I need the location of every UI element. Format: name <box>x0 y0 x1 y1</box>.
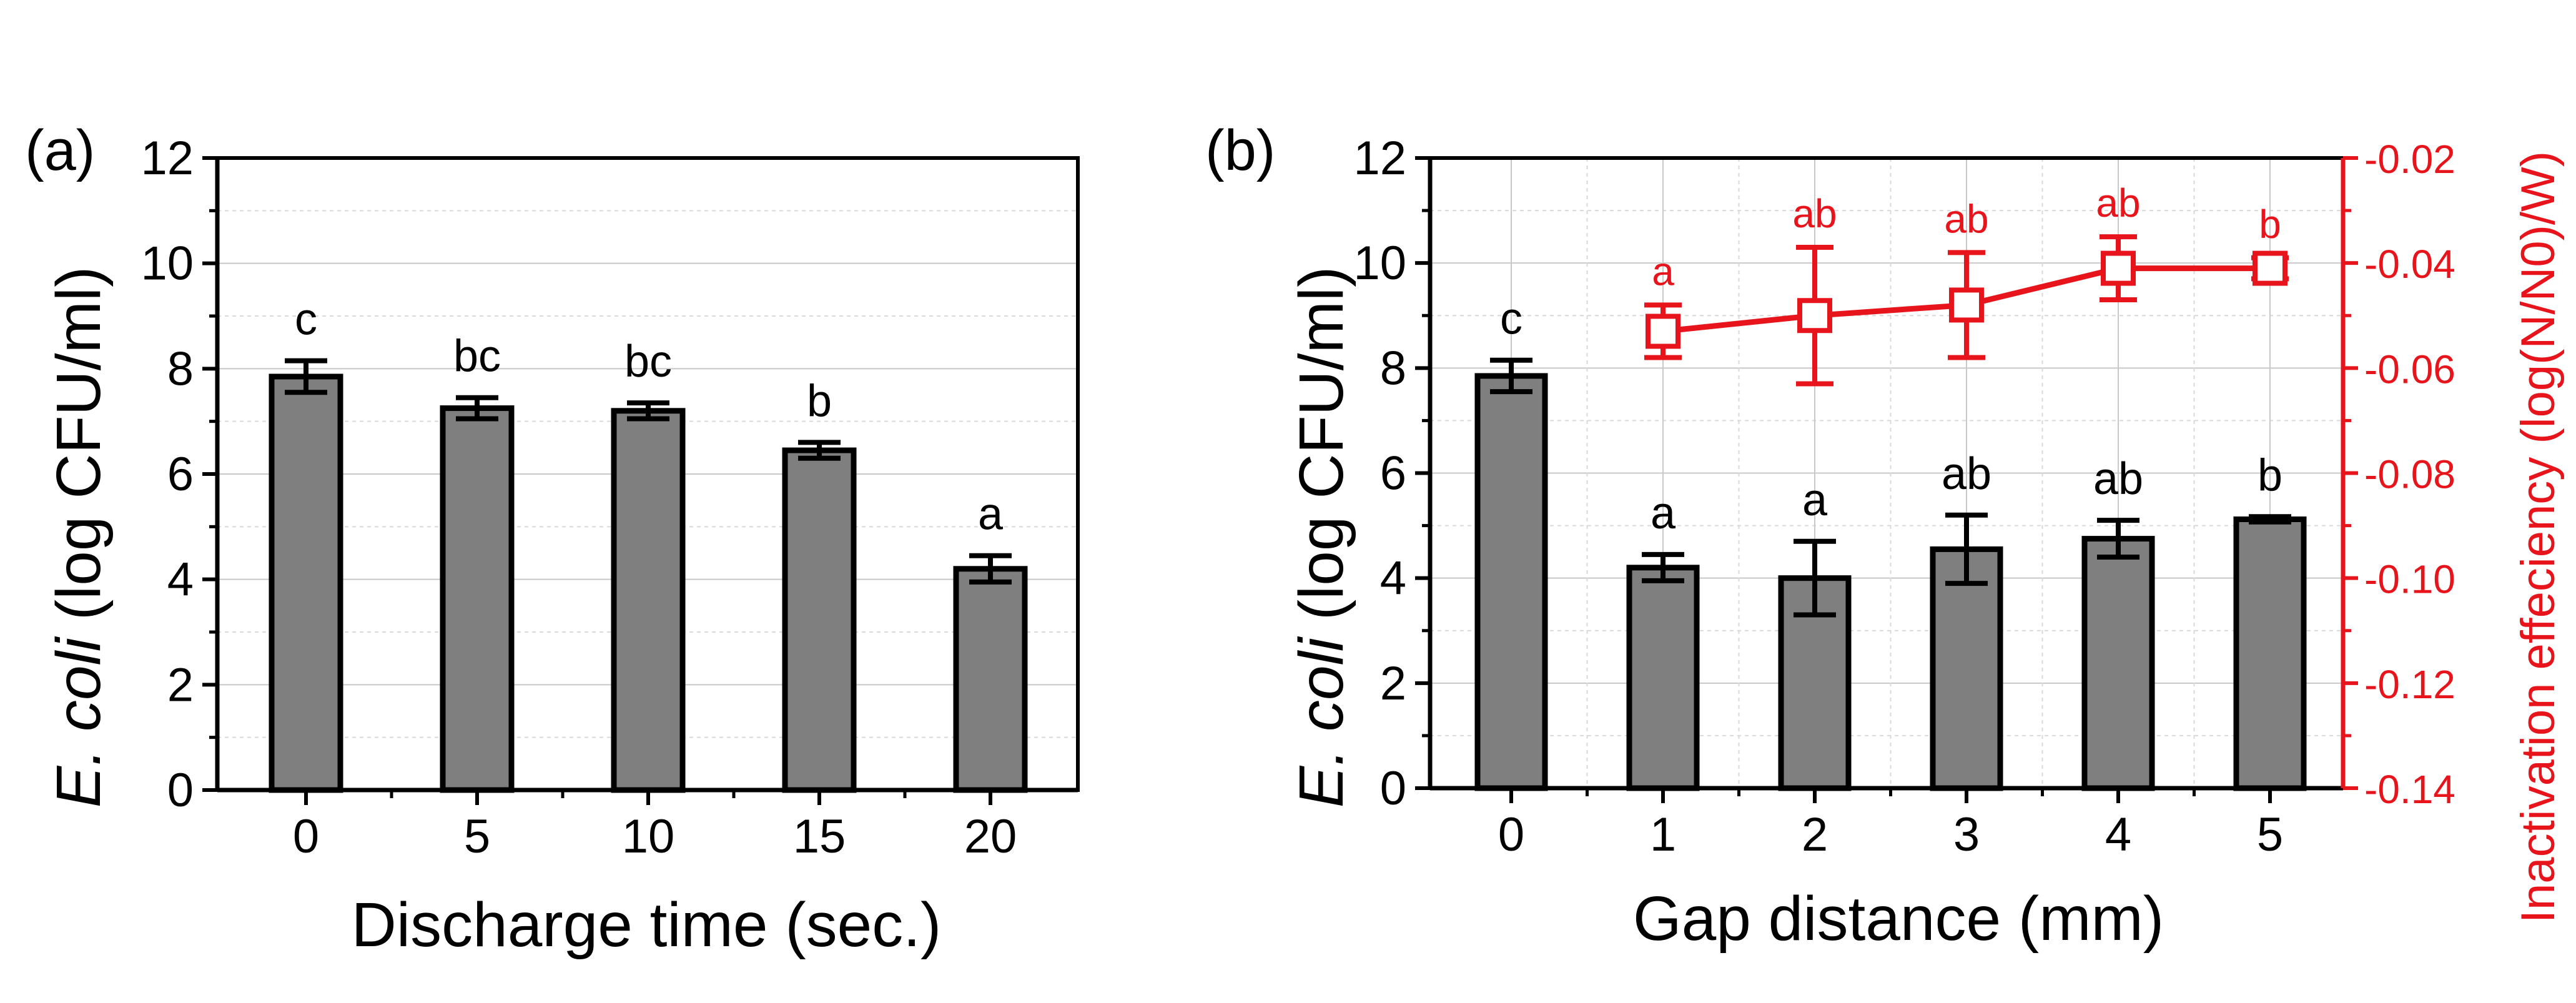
y-tick-label: 6 <box>167 448 194 501</box>
panel-b-grid <box>1430 158 2343 788</box>
y-tick-label: 2 <box>167 658 194 711</box>
y-tick-label: 10 <box>141 237 194 290</box>
bar-1 <box>1626 565 1700 791</box>
panel-a-y-axis-title-italic: E. coli <box>44 636 114 808</box>
panel-a-label: (a) <box>25 119 95 182</box>
secondary-annotation-1: a <box>1652 249 1674 294</box>
y-tick-label: 8 <box>167 342 194 395</box>
y-tick-label: 0 <box>167 764 194 817</box>
panel-a-x-tick-labels: 0 5 10 15 20 <box>293 810 1017 863</box>
annotation-4: ab <box>2093 454 2143 504</box>
y2-tick-label: -0.04 <box>2364 242 2455 287</box>
panel-a-y-tick-labels: 0 2 4 6 8 10 12 <box>141 132 194 817</box>
bar-15 <box>782 447 857 793</box>
y-tick-label: 6 <box>1380 447 1406 500</box>
annotation-1: a <box>1651 488 1676 538</box>
secondary-annotation-5: b <box>2259 202 2281 247</box>
secondary-annotation-3: ab <box>1944 196 1988 241</box>
annotation-15: b <box>807 376 832 426</box>
bar-5 <box>2233 516 2307 791</box>
panel-b-secondary-series <box>1644 234 2289 387</box>
panel-b-y2-axis-title: Inactivation effeciency (log(N/N0)/W) <box>2512 151 2565 923</box>
bar-0 <box>269 373 343 793</box>
y2-tick-label: -0.14 <box>2364 767 2455 812</box>
panel-a-bars <box>269 358 1028 793</box>
panel-a: (a) 0 2 4 6 8 10 12 0 5 10 15 20 c bc bc b a Discharge… <box>25 119 1080 960</box>
y-tick-label: 0 <box>1380 762 1406 815</box>
x-tick-label-1: 1 <box>1650 808 1676 861</box>
panel-a-axes <box>202 156 1080 805</box>
panel-b-x-tick-labels: 0 1 2 3 4 5 <box>1498 808 2283 861</box>
y-tick-label: 4 <box>1380 552 1406 605</box>
annotation-5: b <box>2258 450 2282 500</box>
bar-4 <box>2081 536 2155 791</box>
secondary-marker-3 <box>1949 287 1984 323</box>
x-tick-label-5: 5 <box>2257 808 2283 861</box>
panel-b-y-tick-labels: 0 2 4 6 8 10 12 <box>1353 132 1406 815</box>
panel-a-annotations: c bc bc b a <box>295 295 1004 540</box>
bar-10 <box>611 408 686 793</box>
y-tick-label: 2 <box>1380 657 1406 710</box>
x-tick-label-15: 15 <box>793 810 846 863</box>
annotation-0: c <box>295 295 317 345</box>
panel-a-y-axis-title: E. coli (log CFU/ml) <box>44 267 114 808</box>
bar-5 <box>440 405 515 793</box>
annotation-0: c <box>1500 294 1522 344</box>
bar-0 <box>1474 373 1548 791</box>
annotation-20: a <box>978 490 1004 540</box>
panel-b-label: (b) <box>1205 119 1275 182</box>
x-tick-label-0: 0 <box>1498 808 1524 861</box>
x-tick-label-10: 10 <box>622 810 675 863</box>
panel-b-y2-tick-labels: -0.14 -0.12 -0.10 -0.08 -0.06 -0.04 -0.02 <box>2364 137 2455 812</box>
panel-b-y-axis-title-italic: E. coli <box>1286 636 1356 808</box>
panel-a-x-axis-title: Discharge time (sec.) <box>352 890 942 960</box>
y-tick-label: 4 <box>167 553 194 606</box>
panel-a-y-axis-title-rest: (log CFU/ml) <box>44 267 114 638</box>
secondary-annotation-4: ab <box>2096 180 2140 225</box>
y-tick-label: 10 <box>1353 237 1406 290</box>
y-tick-label: 12 <box>141 132 194 185</box>
panel-b-x-axis-title: Gap distance (mm) <box>1633 884 2164 954</box>
panel-b-axes <box>1415 156 2358 803</box>
secondary-marker-2 <box>1797 298 1832 334</box>
y2-tick-label: -0.06 <box>2364 347 2455 392</box>
y2-tick-label: -0.10 <box>2364 557 2455 602</box>
bar-20 <box>953 566 1028 793</box>
y2-tick-label: -0.12 <box>2364 662 2455 707</box>
panel-b-y-axis-title: E. coli (log CFU/ml) <box>1286 267 1356 808</box>
y2-tick-label: -0.08 <box>2364 452 2455 497</box>
y2-tick-label: -0.02 <box>2364 137 2455 182</box>
annotation-5: bc <box>453 332 501 382</box>
panel-b-y-axis-title-rest: (log CFU/ml) <box>1286 267 1356 638</box>
x-tick-label-0: 0 <box>293 810 319 863</box>
annotation-10: bc <box>624 337 672 387</box>
x-tick-label-5: 5 <box>464 810 490 863</box>
annotation-2: a <box>1802 475 1828 525</box>
secondary-annotation-2: ab <box>1792 191 1837 236</box>
x-tick-label-2: 2 <box>1802 808 1828 861</box>
y-tick-label: 8 <box>1380 342 1406 395</box>
x-tick-label-20: 20 <box>964 810 1017 863</box>
annotation-3: ab <box>1942 449 1991 499</box>
secondary-marker-4 <box>2101 250 2136 286</box>
y-tick-label: 12 <box>1353 132 1406 185</box>
bar-3 <box>1930 546 2003 791</box>
secondary-marker-1 <box>1646 314 1680 349</box>
x-tick-label-3: 3 <box>1953 808 1980 861</box>
panel-b-annotations: c a a ab ab b a ab ab ab b <box>1500 180 2282 538</box>
x-tick-label-4: 4 <box>2105 808 2131 861</box>
panel-b-bars <box>1474 357 2307 791</box>
secondary-marker-5 <box>2253 250 2287 286</box>
